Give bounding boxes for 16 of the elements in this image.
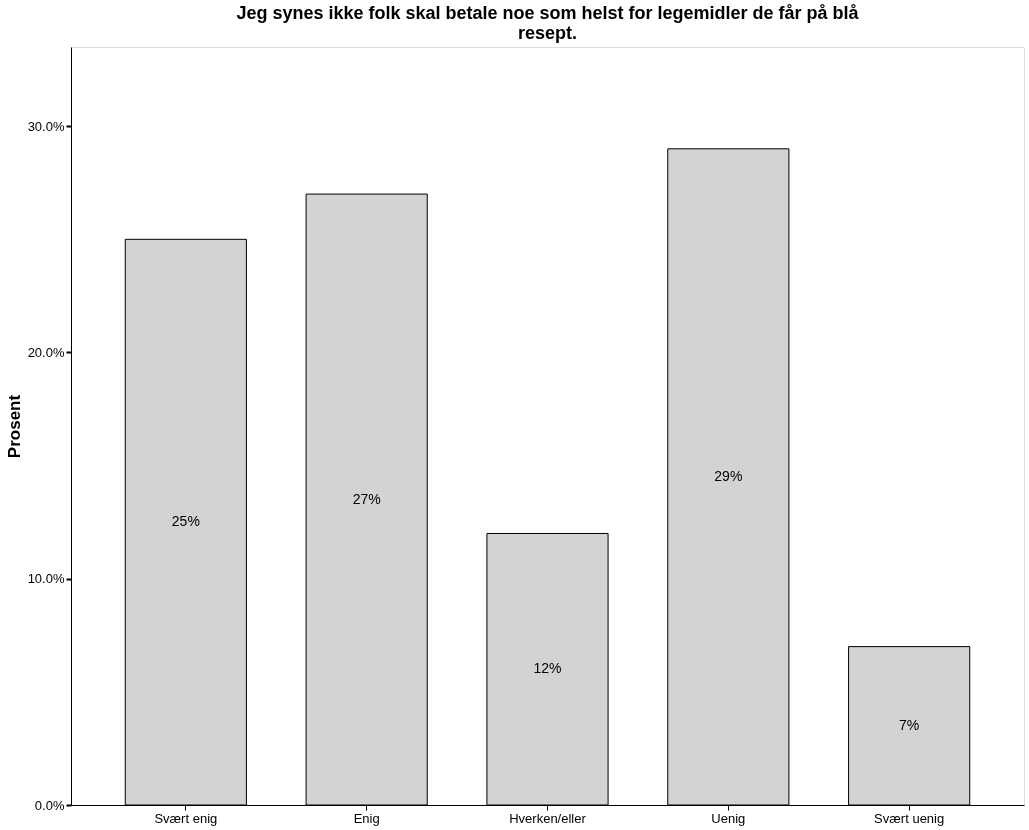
x-tick-label: Svært enig: [154, 810, 218, 826]
data-label: 27%: [352, 490, 381, 507]
y-tick-label: 10.0%: [27, 571, 65, 587]
y-tick-label: 0.0%: [34, 797, 65, 813]
x-tick-label: Enig: [353, 810, 380, 826]
chart-title: Jeg synes ikke folk skal betale noe som helst for legemidler de får på blå resept.: [236, 3, 860, 43]
y-tick-label: 20.0%: [27, 344, 65, 360]
x-tick-label: Uenig: [711, 810, 746, 826]
data-label: 7%: [899, 716, 920, 733]
x-tick-label: Hverken/eller: [509, 810, 587, 826]
y-axis-title: Prosent: [4, 394, 24, 459]
data-label: 25%: [171, 513, 200, 530]
data-label: 29%: [714, 467, 743, 484]
y-tick-label: 30.0%: [27, 118, 65, 134]
x-tick-label: Svært uenig: [874, 810, 945, 826]
data-label: 12%: [533, 660, 562, 677]
